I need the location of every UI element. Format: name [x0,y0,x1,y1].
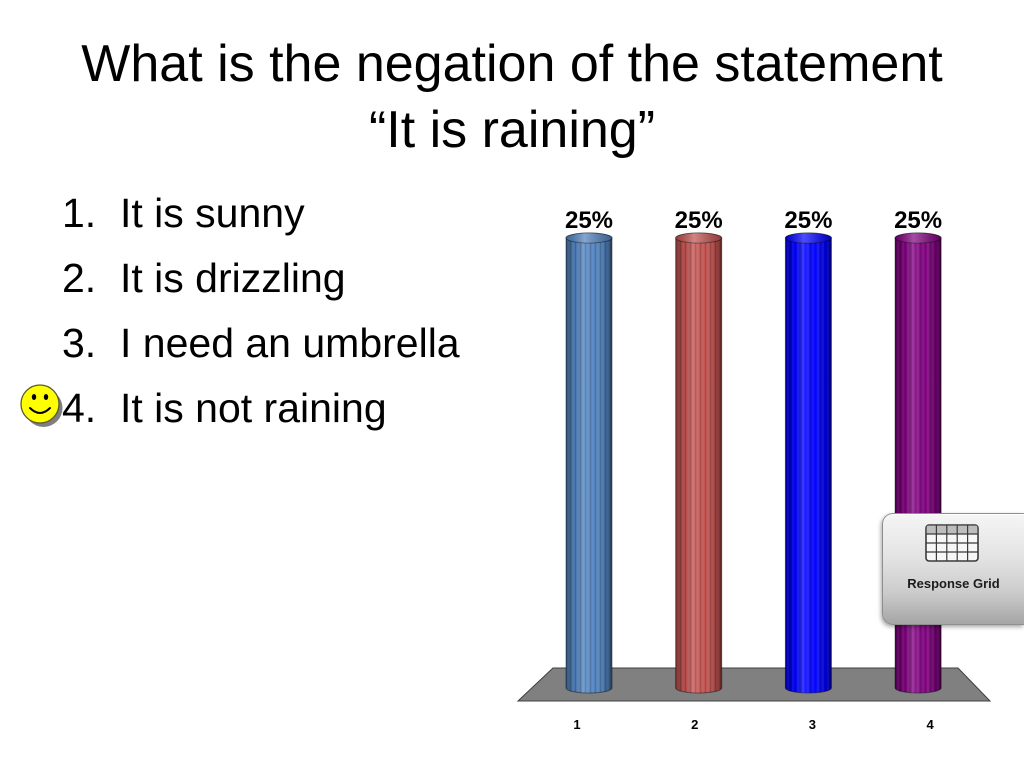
smiley-left-eye [31,394,37,400]
answer-list: 1. It is sunny 2. It is drizzling 3. I n… [0,181,500,441]
answer-text: It is not raining [120,385,387,431]
answer-number: 3. [62,320,97,366]
bar-1-cap-shading [566,233,612,243]
chart-floor [516,667,992,702]
title-line-2: “It is raining” [368,101,656,159]
smiley-face [20,384,60,424]
grid-table-icon [925,524,979,562]
slide-title: What is the negation of the statement “I… [0,31,1024,163]
x-axis-tick-labels: 1 2 3 4 [573,717,934,732]
data-label-2: 25% [675,207,723,234]
bar-3-shading [785,233,832,693]
data-labels: 25% 25% 25% 25% [565,207,942,234]
grid-icon-lines [926,525,978,561]
data-label-1: 25% [565,207,613,234]
smiley-mouth [29,407,51,414]
answer-number: 4. [62,385,97,431]
bar-1-shading [566,233,612,693]
answer-number: 1. [62,190,97,236]
bar-series [565,232,942,694]
bar-1 [565,232,613,694]
x-tick-label-3: 3 [809,717,816,732]
bar-2-cap-shading [675,233,722,243]
answer-number: 2. [62,255,97,301]
smiley-right-eye [43,394,49,400]
answer-option-3: 3. I need an umbrella [0,311,500,376]
x-tick-label-2: 2 [691,717,698,732]
grid-icon-header [926,525,978,534]
bar-4-cap-shading [895,233,942,243]
answer-option-4: 4. It is not raining [0,376,500,441]
x-tick-label-1: 1 [573,717,580,732]
bar-3 [784,232,832,694]
title-line-1: What is the negation of the statement [81,35,943,93]
bar-2 [675,232,723,694]
answer-option-1: 1. It is sunny [0,181,500,246]
answer-text: I need an umbrella [120,320,460,366]
answer-option-2: 2. It is drizzling [0,246,500,311]
x-tick-label-4: 4 [926,717,934,732]
response-bar-chart: 25% 25% 25% 25% 1 2 3 4 [516,207,992,732]
answer-text: It is sunny [120,190,305,236]
data-label-3: 25% [784,207,832,234]
answer-text: It is drizzling [120,255,346,301]
smiley-face-icon [20,384,63,427]
response-grid-button[interactable]: Response Grid [882,513,1024,625]
data-label-4: 25% [894,207,942,234]
bar-2-shading [675,233,722,693]
response-grid-label: Response Grid [907,576,1000,591]
bar-3-cap-shading [785,233,832,243]
